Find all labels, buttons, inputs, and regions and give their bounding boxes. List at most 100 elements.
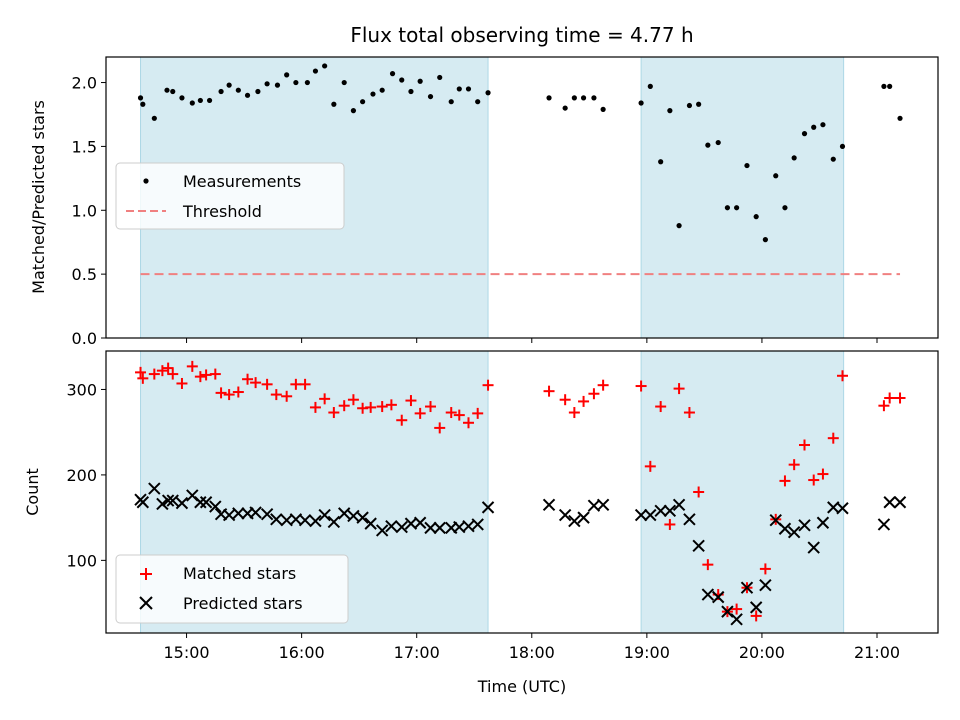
matched-star-point [788, 459, 800, 471]
legend-measurements-label: Measurements [183, 172, 301, 191]
measurement-point [164, 87, 170, 93]
predicted-star-point [663, 504, 677, 518]
predicted-star-point [175, 496, 189, 510]
top-legend-box [115, 162, 345, 230]
matched-star-point [148, 368, 160, 380]
legend-predicted-marker [139, 596, 153, 610]
measurement-point [284, 72, 290, 78]
legend-measurements-marker [143, 178, 149, 184]
matched-star-point [808, 474, 820, 486]
measurement-point [427, 93, 434, 100]
legend-predicted-label: Predicted stars [183, 594, 303, 613]
predicted-star-point [701, 588, 715, 601]
measurement-point [137, 95, 144, 101]
matched-star-point [405, 395, 417, 407]
matched-star-point [482, 379, 494, 391]
measurement-point [350, 108, 357, 114]
matched-star-point [250, 377, 262, 389]
matched-star-point [223, 389, 235, 401]
matched-star-point [425, 401, 437, 413]
measurement-point [753, 214, 759, 220]
predicted-star-point [209, 500, 222, 513]
matched-star-point [750, 610, 762, 622]
measurement-point [762, 237, 768, 243]
predicted-star-point [471, 518, 484, 531]
measurement-point [399, 77, 405, 83]
predicted-star-point [338, 507, 351, 520]
matched-star-point [385, 399, 397, 411]
bottom-legend-box [115, 554, 349, 624]
matched-star-point [200, 369, 212, 381]
measurement-point [705, 142, 711, 148]
bottom-x-ticks: 15:00 16:00 17:00 18:00 19:00 20:00 21:00 [163, 633, 900, 662]
matched-star-point [270, 389, 282, 401]
predicted-star-point [424, 521, 437, 535]
matched-star-point [309, 401, 321, 413]
predicted-star-point [807, 541, 820, 554]
measurement-point [465, 86, 472, 92]
matched-star-point [655, 401, 667, 413]
top-panel: 0.00.51.01.52.0 Matched/Predicted stars … [29, 56, 939, 348]
y-tick-label: 0.0 [72, 329, 97, 348]
measurement-point [485, 90, 491, 96]
legend-threshold-label: Threshold [182, 202, 262, 221]
predicted-star-point [558, 508, 572, 522]
matched-star-point [365, 401, 377, 413]
measurement-point [293, 79, 299, 86]
top-axes-frame [105, 56, 939, 339]
bottom-y-ticks: 100 200 300 [66, 380, 106, 570]
measurement-point [304, 79, 310, 86]
predicted-star-point [798, 519, 811, 532]
predicted-star-point [596, 498, 610, 512]
measurement-point [226, 82, 232, 88]
predicted-star-point [356, 511, 369, 524]
measurement-point [724, 205, 731, 211]
predicted-star-point [759, 578, 772, 592]
predicted-star-point [634, 508, 648, 522]
predicted-star-point [721, 605, 734, 618]
predicted-star-point [375, 524, 389, 537]
matched-star-point [894, 392, 906, 404]
measurement-point [734, 205, 740, 211]
y-tick-label: 300 [66, 380, 97, 399]
predicted-star-point [644, 508, 657, 522]
x-tick-label: 15:00 [163, 643, 209, 662]
predicted-star-point [787, 525, 801, 539]
shaded-interval-2 [640, 350, 845, 634]
predicted-star-point [672, 498, 686, 512]
measurement-point [475, 99, 481, 105]
measurement-point [197, 97, 203, 104]
matched-star-point [156, 365, 168, 377]
matched-star-point [731, 603, 743, 615]
measurement-point [379, 87, 385, 93]
bottom-y-axis-label: Count [23, 468, 42, 516]
measurement-point [667, 108, 673, 114]
predicted-star-point [692, 539, 705, 553]
measurement-point [791, 155, 797, 161]
predicted-star-point [654, 504, 667, 518]
x-tick-label: 16:00 [279, 643, 325, 662]
matched-star-point [799, 439, 811, 451]
matched-star-point [597, 379, 609, 391]
matched-star-point [209, 368, 221, 380]
measurement-point [206, 97, 213, 104]
measurement-point [255, 88, 261, 95]
top-shaded-intervals [140, 56, 845, 339]
predicted-star-point [836, 502, 849, 515]
x-tick-label: 18:00 [509, 643, 555, 662]
measurement-points [137, 63, 903, 243]
predicted-star-point [364, 517, 377, 530]
measurement-point [274, 82, 281, 88]
x-tick-label: 20:00 [739, 643, 785, 662]
bottom-axes-frame [105, 350, 939, 634]
matched-star-point [215, 387, 227, 399]
predicted-star-point [327, 515, 341, 529]
y-tick-label: 0.5 [72, 265, 97, 284]
predicted-star-point [577, 511, 590, 524]
matched-star-point [167, 368, 179, 380]
x-axis-label: Time (UTC) [477, 677, 566, 696]
measurement-point [331, 101, 337, 107]
x-tick-label: 17:00 [394, 643, 440, 662]
matched-star-point [162, 362, 174, 374]
